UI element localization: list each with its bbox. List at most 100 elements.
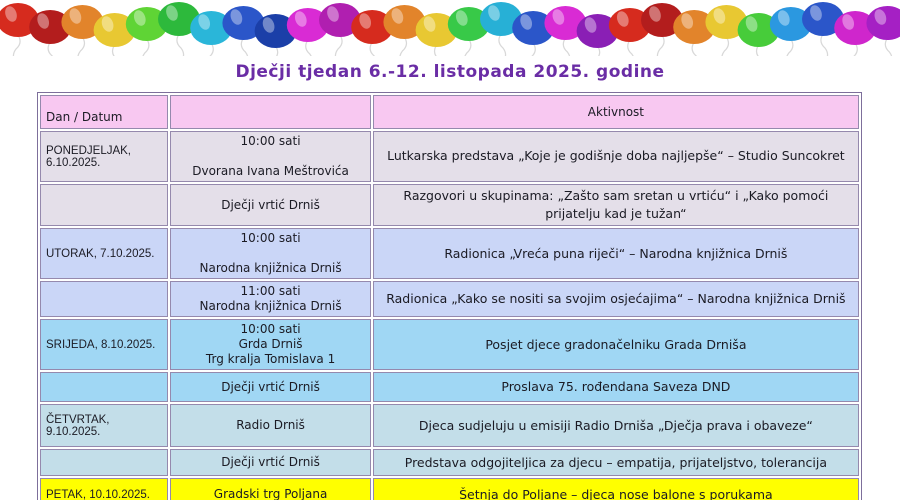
balloon-highlight <box>713 8 726 24</box>
balloon-string <box>691 41 697 56</box>
table-row: SRIJEDA, 8.10.2025. 10:00 sati Grda Drniš T… <box>40 319 859 371</box>
balloon-highlight <box>294 11 307 27</box>
table-row: UTORAK, 7.10.2025. 10:00 sati Narodna knji… <box>40 228 859 280</box>
balloon <box>0 3 39 37</box>
balloon <box>737 13 780 47</box>
balloon <box>641 3 683 37</box>
balloon-string <box>77 36 86 56</box>
day-cell: PETAK, 10.10.2025. <box>40 478 169 500</box>
activity-cell: Predstava odgojiteljica za djecu – empat… <box>372 449 859 477</box>
balloon-highlight <box>327 6 339 22</box>
balloon-string <box>853 42 858 56</box>
balloon-highlight <box>810 5 822 21</box>
venue-line: 10:00 sati <box>240 134 301 148</box>
venue-line: Radio Drniš <box>236 418 305 433</box>
day-cell: UTORAK, 7.10.2025. <box>40 228 169 280</box>
venue-line: 10:00 sati <box>240 322 301 337</box>
balloon-string <box>369 41 375 56</box>
balloon <box>834 11 877 45</box>
balloon <box>673 10 716 44</box>
balloon-highlight <box>649 6 661 22</box>
venue-line <box>175 246 365 261</box>
balloon-highlight <box>681 13 694 29</box>
balloon-string <box>755 44 760 56</box>
venue-line: 10:00 sati <box>240 231 301 246</box>
balloon <box>61 5 104 39</box>
balloon-string <box>176 33 185 56</box>
balloon-string <box>820 33 829 56</box>
table-row: 11:00 sati Narodna knjižnica Drniš Radioni… <box>40 281 859 318</box>
balloon-highlight <box>391 8 404 24</box>
balloon <box>480 2 522 36</box>
balloon-border-image <box>0 2 900 56</box>
balloon <box>383 5 426 39</box>
balloon-highlight <box>455 10 468 26</box>
day-cell <box>40 372 169 403</box>
balloon <box>769 7 812 41</box>
balloon-string <box>721 36 730 56</box>
activity-cell: Radionica „Vreća puna riječi“ – Narodna … <box>372 228 859 280</box>
balloon <box>866 6 900 40</box>
venue-line: Narodna knjižnica Drniš <box>199 261 342 276</box>
day-cell <box>40 184 169 227</box>
balloon-highlight <box>230 9 243 25</box>
balloon-string <box>884 37 893 56</box>
page-title: Dječji tjedan 6.-12. listopada 2025. god… <box>235 62 665 82</box>
balloon-string <box>275 45 279 56</box>
balloon-highlight <box>101 16 114 32</box>
balloon-string <box>334 34 343 56</box>
activity-cell: Djeca sudjeluju u emisiji Radio Drniša „… <box>372 404 859 448</box>
balloon-highlight <box>198 14 211 30</box>
time-venue-cell: Dječji vrtić Drniš <box>170 449 371 477</box>
time-venue-cell: 10:00 sati Grda Drniš Trg kralja Tomislava… <box>170 319 371 371</box>
balloon <box>158 2 200 36</box>
day-cell: SRIJEDA, 8.10.2025. <box>40 319 169 371</box>
balloon-string <box>464 38 472 56</box>
header-row: Dan / Datum Aktivnost <box>40 95 859 129</box>
balloon <box>705 5 748 39</box>
balloon-highlight <box>262 17 275 33</box>
balloon-highlight <box>584 17 597 33</box>
header-aktivnost: Aktivnost <box>372 95 859 129</box>
balloon <box>125 7 168 41</box>
day-cell <box>40 281 169 318</box>
balloon <box>29 10 72 44</box>
day-cell: PONEDJELJAK, 6.10.2025. <box>40 131 169 182</box>
balloon-string <box>627 39 634 56</box>
balloon-highlight <box>874 9 887 25</box>
balloon <box>286 8 329 42</box>
table-row: PONEDJELJAK, 6.10.2025. 10:00 sati Dvorana… <box>40 131 859 182</box>
venue-line: Grda Drniš <box>238 337 303 352</box>
balloon-string <box>531 42 536 56</box>
balloon <box>544 6 587 40</box>
balloon <box>512 11 555 45</box>
balloon-highlight <box>745 16 758 32</box>
balloon <box>222 6 265 40</box>
balloon <box>93 13 136 47</box>
balloon-highlight <box>423 16 436 32</box>
day-cell <box>40 449 169 477</box>
schedule-table: Dan / Datum Aktivnost PONEDJELJAK, 6.10.… <box>37 92 862 500</box>
balloon-highlight <box>552 9 565 25</box>
balloon <box>576 14 619 48</box>
balloon-highlight <box>5 6 17 22</box>
balloon-highlight <box>69 8 82 24</box>
balloon-string <box>498 33 507 56</box>
balloon-string <box>399 36 408 56</box>
venue-line <box>175 149 365 164</box>
venue-line: Dvorana Ivana Meštrovića <box>192 164 349 178</box>
table-row: Dječji vrtić Drniš Proslava 75. rođendana… <box>40 372 859 403</box>
balloon-string <box>111 44 116 56</box>
header-middle <box>170 95 371 129</box>
balloon-highlight <box>616 11 629 27</box>
activity-cell: Lutkarska predstava „Koje je godišnje do… <box>372 131 859 182</box>
time-venue-cell: Radio Drniš <box>170 404 371 448</box>
day-cell: ČETVRTAK, 9.10.2025. <box>40 404 169 448</box>
time-venue-cell: Dječji vrtić Drniš <box>170 184 371 227</box>
balloon-string <box>305 39 312 56</box>
time-venue-cell: 10:00 sati Narodna knjižnica Drniš <box>170 228 371 280</box>
table-row: Dječji vrtić Drniš Predstava odgojiteljic… <box>40 449 859 477</box>
balloon <box>319 3 361 37</box>
balloon-highlight <box>166 5 178 21</box>
